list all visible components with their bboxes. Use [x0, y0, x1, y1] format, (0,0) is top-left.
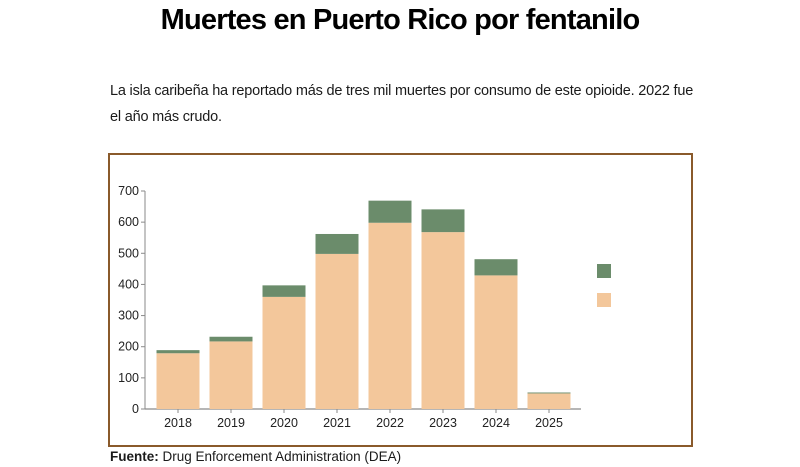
bar-segment-top [368, 200, 412, 223]
x-axis: 2018 2019 2020 2021 2022 2023 2024 2025 [145, 408, 581, 430]
source-label: Fuente: [110, 449, 159, 464]
source-text: Drug Enforcement Administration (DEA) [162, 449, 402, 464]
x-tick-label: 2019 [217, 416, 245, 430]
x-tick-label: 2021 [323, 416, 351, 430]
chart-title: Muertes en Puerto Rico por fentanilo [160, 4, 641, 36]
x-tick-label: 2023 [429, 416, 457, 430]
y-tick-label: 0 [132, 402, 139, 416]
y-tick-label: 200 [118, 340, 139, 354]
x-tick-label: 2022 [376, 416, 404, 430]
bar-segment-bottom [368, 222, 412, 409]
y-tick-label: 500 [118, 246, 139, 260]
chart-subtitle: La isla caribeña ha reportado más de tre… [110, 83, 694, 125]
legend [597, 264, 611, 307]
y-tick-label: 700 [118, 184, 139, 198]
bar-segment-bottom [421, 232, 465, 409]
chart-frame [108, 153, 693, 447]
bar-segment-top [262, 285, 306, 297]
bar-segment-top [315, 233, 359, 254]
bars [156, 200, 571, 409]
bar-segment-bottom [474, 275, 518, 409]
x-tick-label: 2018 [164, 416, 192, 430]
bar-segment-bottom [156, 353, 200, 409]
bar-segment-top [421, 209, 465, 233]
source-note: Fuente: Drug Enforcement Administration … [110, 449, 401, 464]
y-tick-label: 600 [118, 215, 139, 229]
bar-segment-top [209, 336, 253, 342]
bar-segment-bottom [262, 296, 306, 409]
bar-segment-bottom [315, 253, 359, 409]
bar-segment-top [156, 350, 200, 354]
bar-segment-top [474, 259, 518, 276]
y-tick-label: 300 [118, 309, 139, 323]
x-tick-label: 2020 [270, 416, 298, 430]
y-tick-label: 400 [118, 277, 139, 291]
bar-segment-bottom [209, 341, 253, 409]
y-axis: 0 100 200 300 400 500 600 700 [118, 184, 146, 416]
legend-swatch [597, 264, 611, 278]
bar-segment-bottom [527, 393, 571, 409]
bar-segment-top [527, 392, 571, 394]
legend-swatch [597, 293, 611, 307]
x-tick-label: 2025 [535, 416, 563, 430]
x-tick-label: 2024 [482, 416, 510, 430]
y-tick-label: 100 [118, 371, 139, 385]
